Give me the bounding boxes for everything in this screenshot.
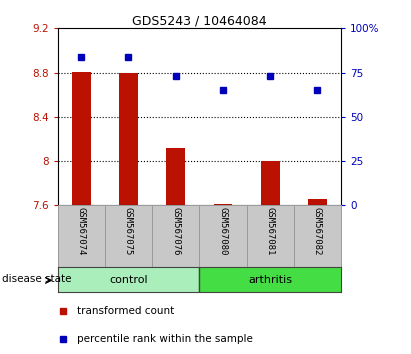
- Text: GSM567075: GSM567075: [124, 207, 133, 256]
- Bar: [72, 72, 90, 205]
- Text: GSM567076: GSM567076: [171, 207, 180, 256]
- Bar: [119, 73, 138, 205]
- Text: GSM567082: GSM567082: [313, 207, 322, 256]
- Bar: [58, 267, 199, 292]
- Bar: [166, 148, 185, 205]
- Text: percentile rank within the sample: percentile rank within the sample: [77, 334, 253, 344]
- Text: transformed count: transformed count: [77, 306, 175, 316]
- Bar: [214, 204, 232, 205]
- Text: disease state: disease state: [2, 274, 72, 284]
- Text: control: control: [109, 275, 148, 285]
- Text: GSM567081: GSM567081: [266, 207, 275, 256]
- Text: arthritis: arthritis: [248, 275, 292, 285]
- Text: GSM567074: GSM567074: [77, 207, 85, 256]
- Title: GDS5243 / 10464084: GDS5243 / 10464084: [132, 14, 267, 27]
- Bar: [199, 267, 341, 292]
- Bar: [308, 199, 327, 205]
- Text: GSM567080: GSM567080: [219, 207, 227, 256]
- Bar: [261, 160, 279, 205]
